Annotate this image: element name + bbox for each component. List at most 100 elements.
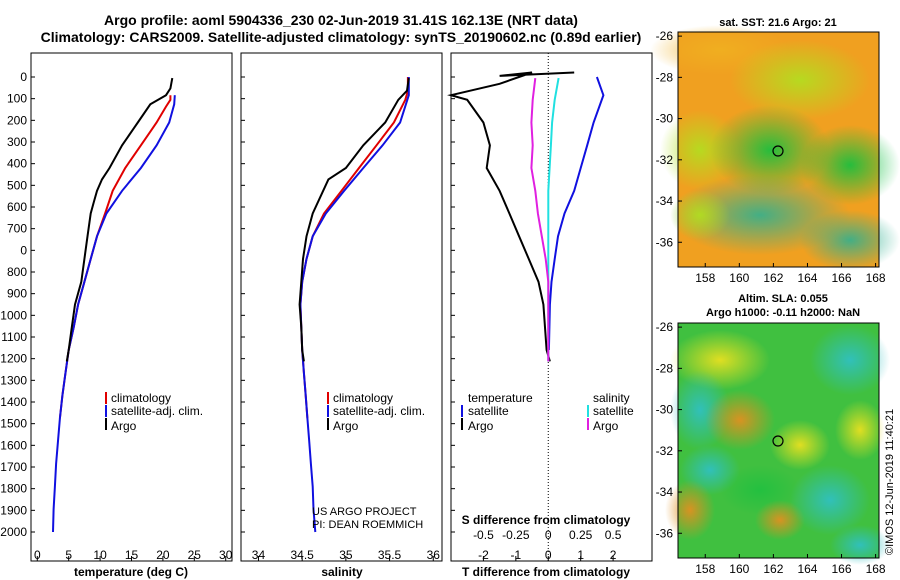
depth-tick-label: 1400 <box>0 395 27 409</box>
difference-plot: -2 -1 0 1 2 -0.5 -0.25 0 0.25 0.5 <box>447 53 622 562</box>
depth-tick-label: 1000 <box>0 308 27 322</box>
salinity-tick-label: 34.5 <box>290 548 314 562</box>
depth-tick-label: 1300 <box>0 373 27 387</box>
sst-map <box>650 25 900 270</box>
sla-map-axes: 158 160 162 164 166 168 -26 -28 -30 -32 -34 -36 <box>656 320 886 576</box>
t-difference-tick-label: 2 <box>610 548 617 562</box>
legend-t-argo: Argo <box>468 419 494 433</box>
sla-map <box>665 322 890 565</box>
legend-climatology: climatology <box>333 391 393 405</box>
series-line-t-satellite <box>547 76 605 351</box>
legend-temperature-title: temperature <box>468 391 533 405</box>
series-line-climatology <box>58 95 172 419</box>
salinity-tick-label: 35 <box>339 548 353 562</box>
temperature-tick-label: 25 <box>188 548 202 562</box>
series-line-satellite-adj-clim- <box>52 95 176 533</box>
longitude-tick-label: 168 <box>866 271 886 285</box>
temperature-tick-label: 0 <box>34 548 41 562</box>
legend-salinity-title: salinity <box>593 391 630 405</box>
legend-t-satellite: satellite <box>468 404 509 418</box>
series-line-argo <box>298 77 410 362</box>
longitude-tick-label: 166 <box>832 271 852 285</box>
temperature-tick-label: 15 <box>125 548 139 562</box>
longitude-tick-label: 160 <box>729 562 749 576</box>
salinity-xlabel: salinity <box>321 565 363 579</box>
longitude-tick-label: 158 <box>695 562 715 576</box>
sst-map-title: sat. SST: 21.6 Argo: 21 <box>719 17 837 29</box>
salinity-tick-label: 34 <box>252 548 266 562</box>
latitude-tick-label: -30 <box>656 112 674 126</box>
depth-axis: 0 100 200 300 400 500 600 700 0 800 900 1000 1100 120… <box>0 70 455 539</box>
depth-tick-label: 800 <box>7 265 27 279</box>
s-difference-tick-label: 0.5 <box>605 528 622 542</box>
float-position-marker <box>772 145 784 157</box>
salinity-tick-label: 36 <box>427 548 441 562</box>
t-difference-tick-label: 1 <box>577 548 584 562</box>
series-line-argo <box>65 77 174 362</box>
depth-tick-label: 500 <box>7 178 27 192</box>
longitude-tick-label: 162 <box>763 562 783 576</box>
latitude-tick-label: -28 <box>656 361 674 375</box>
longitude-tick-label: 164 <box>797 271 817 285</box>
depth-tick-label: 1600 <box>0 438 27 452</box>
sst-map-frame <box>677 31 880 268</box>
legend-satellite: satellite-adj. clim. <box>111 404 203 418</box>
sst-map-axes: 158 160 162 164 166 168 -26 -28 -30 -32 -34 -36 <box>656 29 886 285</box>
latitude-tick-label: -34 <box>656 485 674 499</box>
legend-satellite: satellite-adj. clim. <box>333 404 425 418</box>
temperature-plot: 0 5 10 15 20 25 30 <box>34 77 233 562</box>
latitude-tick-label: -36 <box>656 526 674 540</box>
latitude-tick-label: -28 <box>656 70 674 84</box>
latitude-tick-label: -36 <box>656 235 674 249</box>
salinity-panel <box>240 52 443 562</box>
depth-tick-label: 900 <box>7 287 27 301</box>
figure-title-line1: Argo profile: aoml 5904336_230 02-Jun-20… <box>104 12 578 28</box>
depth-tick-label: 700 <box>7 222 27 236</box>
temperature-tick-label: 5 <box>65 548 72 562</box>
depth-tick-label: 1200 <box>0 352 27 366</box>
s-difference-tick-label: 0 <box>545 528 552 542</box>
s-difference-tick-label: -0.25 <box>502 528 530 542</box>
depth-tick-label: 0 <box>20 243 27 257</box>
sla-map-title-line2: Argo h1000: -0.11 h2000: NaN <box>706 307 860 319</box>
latitude-tick-label: -26 <box>656 320 674 334</box>
temperature-legend: climatology satellite-adj. clim. Argo <box>105 391 203 433</box>
legend-argo: Argo <box>111 419 137 433</box>
latitude-tick-label: -32 <box>656 444 674 458</box>
longitude-tick-label: 168 <box>866 562 886 576</box>
depth-tick-label: 1500 <box>0 417 27 431</box>
legend-s-satellite: satellite <box>593 404 634 418</box>
series-line-t-argo <box>447 71 575 362</box>
depth-tick-label: 1800 <box>0 482 27 496</box>
figure-title-line2: Climatology: CARS2009. Satellite-adjuste… <box>41 29 642 45</box>
salinity-plot: 34 34.5 35 35.5 36 <box>252 77 440 562</box>
depth-tick-label: 100 <box>7 92 27 106</box>
t-difference-tick-label: 0 <box>545 548 552 562</box>
salinity-tick-label: 35.5 <box>378 548 402 562</box>
project-annotation: US ARGO PROJECT <box>312 506 417 518</box>
t-difference-tick-label: -1 <box>511 548 522 562</box>
latitude-tick-label: -26 <box>656 29 674 43</box>
difference-xlabel: T difference from climatology <box>462 565 630 579</box>
depth-tick-label: 2000 <box>0 525 27 539</box>
legend-argo: Argo <box>333 419 359 433</box>
temperature-panel <box>30 52 233 562</box>
depth-tick-label: 1100 <box>1 330 27 344</box>
series-line-climatology <box>299 77 409 419</box>
float-position-marker <box>772 435 784 447</box>
temperature-tick-label: 10 <box>93 548 107 562</box>
depth-tick-label: 300 <box>7 135 27 149</box>
sla-map-frame <box>677 322 880 559</box>
difference-legend: temperature satellite Argo salinity sate… <box>461 391 634 433</box>
t-difference-tick-label: -2 <box>478 548 489 562</box>
legend-s-argo: Argo <box>593 419 619 433</box>
sla-map-title-line1: Altim. SLA: 0.055 <box>738 293 828 305</box>
depth-tick-label: 1900 <box>0 503 27 517</box>
depth-tick-label: 0 <box>20 70 27 84</box>
s-difference-label: S difference from climatology <box>462 513 631 527</box>
pi-annotation: PI: DEAN ROEMMICH <box>312 519 423 531</box>
temperature-tick-label: 30 <box>219 548 233 562</box>
longitude-tick-label: 164 <box>797 562 817 576</box>
longitude-tick-label: 162 <box>763 271 783 285</box>
